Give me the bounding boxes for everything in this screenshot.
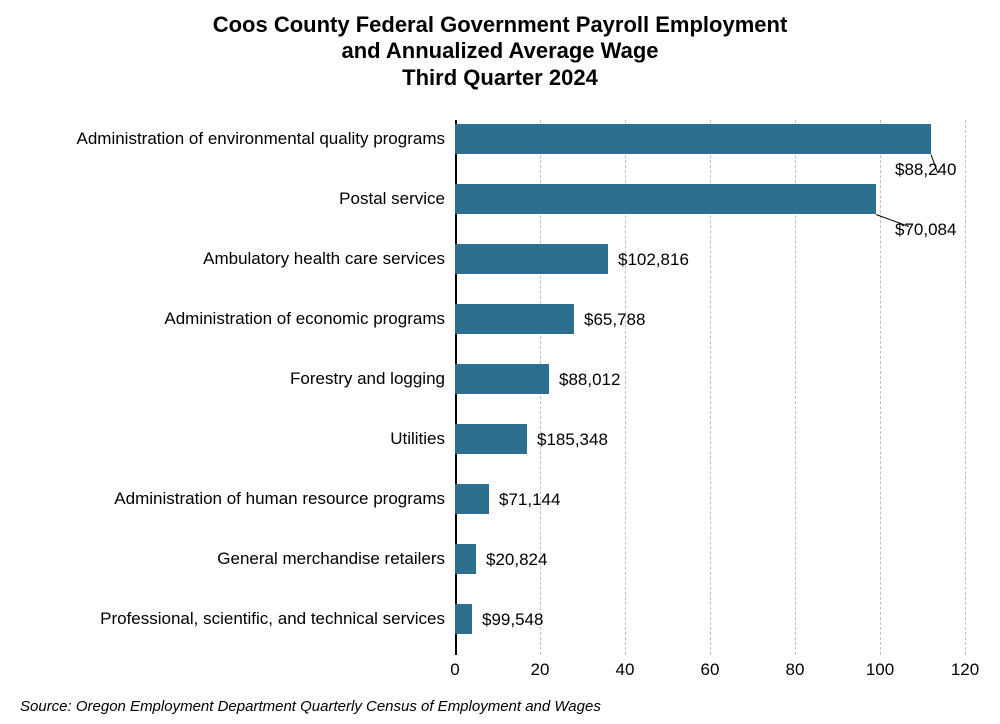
bar — [455, 184, 876, 214]
wage-label: $185,348 — [537, 430, 608, 450]
category-label: Administration of economic programs — [164, 309, 445, 329]
bar — [455, 604, 472, 634]
x-tick-label: 0 — [450, 660, 459, 680]
chart-title: Coos County Federal Government Payroll E… — [0, 12, 1000, 91]
wage-label: $88,012 — [559, 370, 620, 390]
x-tick-label: 100 — [866, 660, 894, 680]
category-label: Utilities — [390, 429, 445, 449]
wage-label: $71,144 — [499, 490, 560, 510]
title-line-3: Third Quarter 2024 — [0, 65, 1000, 91]
x-tick-label: 120 — [951, 660, 979, 680]
wage-label: $70,084 — [895, 220, 956, 240]
bar — [455, 424, 527, 454]
category-label: Professional, scientific, and technical … — [100, 609, 445, 629]
category-label: Forestry and logging — [290, 369, 445, 389]
wage-label: $88,240 — [895, 160, 956, 180]
bar — [455, 304, 574, 334]
bar — [455, 244, 608, 274]
x-tick-label: 20 — [531, 660, 550, 680]
x-tick-label: 40 — [616, 660, 635, 680]
plot-area: $102,816 $65,788 $88,012 $185,348 $71,14… — [455, 120, 965, 655]
source-note: Source: Oregon Employment Department Qua… — [20, 698, 601, 715]
chart-container: Coos County Federal Government Payroll E… — [0, 0, 1000, 724]
wage-label: $102,816 — [618, 250, 689, 270]
x-tick-label: 60 — [701, 660, 720, 680]
gridline — [880, 120, 881, 655]
wage-label: $65,788 — [584, 310, 645, 330]
category-label: Ambulatory health care services — [203, 249, 445, 269]
category-label: Postal service — [339, 189, 445, 209]
bar — [455, 484, 489, 514]
category-label: Administration of environmental quality … — [76, 129, 445, 149]
x-tick-label: 80 — [786, 660, 805, 680]
bar — [455, 124, 931, 154]
bar — [455, 544, 476, 574]
gridline — [965, 120, 966, 655]
category-label: Administration of human resource program… — [114, 489, 445, 509]
title-line-1: Coos County Federal Government Payroll E… — [0, 12, 1000, 38]
title-line-2: and Annualized Average Wage — [0, 38, 1000, 64]
bar — [455, 364, 549, 394]
wage-label: $20,824 — [486, 550, 547, 570]
category-label: General merchandise retailers — [217, 549, 445, 569]
wage-label: $99,548 — [482, 610, 543, 630]
